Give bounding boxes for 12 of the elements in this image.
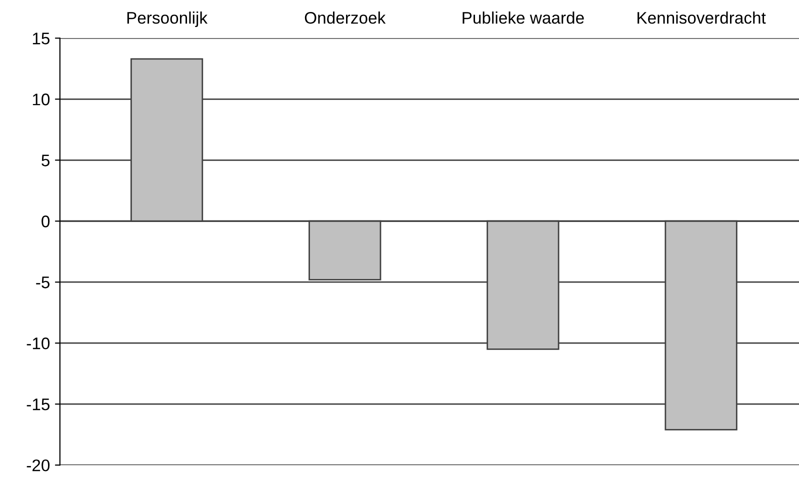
y-tick-label: 10 [32, 94, 50, 106]
y-tick-label: 15 [32, 32, 50, 44]
y-tick-label: 0 [42, 216, 50, 228]
y-tick-label: -5 [36, 276, 50, 288]
x-tick-label: Kennisoverdracht [638, 12, 766, 24]
y-tick-label: 5 [42, 154, 50, 166]
x-tick-label: Onderzoek [304, 12, 386, 24]
y-tick-label: -10 [26, 338, 50, 350]
y-tick-label: -15 [26, 398, 50, 410]
x-tick-label: Publieke waarde [462, 12, 584, 24]
x-tick-label: Persoonlijk [127, 12, 208, 28]
y-tick-label: -20 [26, 459, 50, 472]
